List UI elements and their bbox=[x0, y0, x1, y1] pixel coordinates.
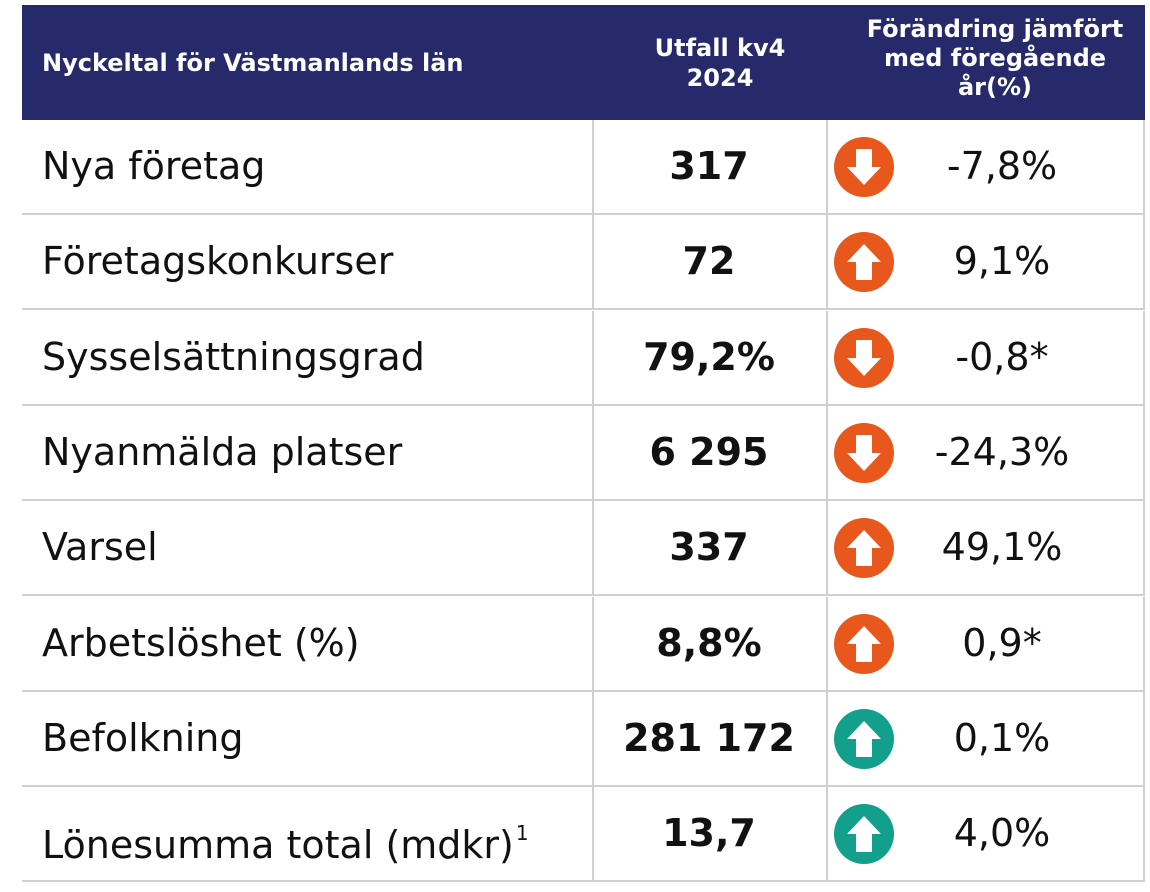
trend-arrow bbox=[834, 708, 894, 769]
arrow-shape bbox=[847, 149, 881, 185]
row-change: 9,1% bbox=[953, 239, 1051, 284]
arrow-shape bbox=[847, 339, 881, 376]
arrow-shape bbox=[847, 244, 881, 281]
row-value: 79,2% bbox=[643, 334, 775, 379]
arrow-shape bbox=[847, 625, 881, 662]
trend-arrow bbox=[834, 327, 894, 388]
v-divider bbox=[826, 691, 828, 785]
row-value: 281 172 bbox=[623, 715, 795, 760]
label-text: Sysselsättningsgrad bbox=[42, 334, 425, 379]
v-divider bbox=[592, 310, 594, 404]
row-value: 6 295 bbox=[649, 429, 769, 474]
header-line: Förändring jämfört bbox=[866, 15, 1124, 43]
table-row: Befolkning 281 172 0,1% bbox=[22, 691, 1145, 787]
arrow-shape bbox=[847, 530, 881, 567]
row-change: 4,0% bbox=[953, 811, 1051, 856]
row-value: 8,8% bbox=[656, 620, 762, 665]
trend-arrow bbox=[834, 613, 894, 674]
v-divider bbox=[826, 787, 828, 881]
v-divider bbox=[592, 691, 594, 785]
trend-arrow bbox=[834, 232, 894, 293]
row-value: 337 bbox=[669, 525, 749, 570]
row-change: 0,1% bbox=[953, 715, 1051, 760]
arrow-shape bbox=[847, 720, 881, 757]
v-divider bbox=[592, 215, 594, 309]
arrow-shape bbox=[847, 434, 881, 471]
trend-arrow bbox=[834, 422, 894, 483]
label-text: Företagskonkurser bbox=[42, 239, 394, 284]
label-text: Lönesumma total (mdkr) bbox=[42, 823, 514, 868]
v-divider bbox=[1143, 596, 1145, 690]
change-column-header: Förändring jämfört med föregående år(%) bbox=[842, 15, 1148, 102]
value-column-header: Utfall kv4 2024 bbox=[602, 33, 838, 93]
trend-arrow bbox=[834, 804, 894, 865]
row-label: Företagskonkurser bbox=[42, 215, 393, 308]
arrow-shape bbox=[847, 816, 881, 853]
row-label: Nyanmälda platser bbox=[42, 406, 402, 499]
header-title: Nyckeltal för Västmanlands län bbox=[42, 49, 464, 77]
row-change: -7,8% bbox=[946, 144, 1058, 188]
table-row: Nya företag 317 -7,8% bbox=[22, 120, 1145, 215]
row-label: Sysselsättningsgrad bbox=[42, 311, 425, 404]
table-row: Lönesumma total (mdkr) 1 13,7 4,0% bbox=[22, 787, 1145, 883]
header-line: med föregående bbox=[883, 44, 1107, 72]
v-divider bbox=[1143, 310, 1145, 404]
table-row: Företagskonkurser 72 9,1% bbox=[22, 215, 1145, 311]
table-row: Sysselsättningsgrad 79,2% -0,8* bbox=[22, 310, 1145, 406]
v-divider bbox=[592, 405, 594, 499]
v-divider bbox=[826, 215, 828, 309]
v-divider bbox=[592, 120, 594, 213]
label-text: Nya företag bbox=[42, 144, 266, 188]
table-row: Arbetslöshet (%) 8,8% 0,9* bbox=[22, 596, 1145, 692]
table-row: Varsel 337 49,1% bbox=[22, 501, 1145, 597]
row-value: 13,7 bbox=[662, 811, 756, 856]
table-header: Nyckeltal för Västmanlands län Utfall kv… bbox=[22, 5, 1145, 120]
v-divider bbox=[826, 120, 828, 213]
row-value: 317 bbox=[669, 144, 749, 188]
label-text: Nyanmälda platser bbox=[42, 429, 403, 474]
header-line: 2024 bbox=[686, 64, 754, 92]
label-text: Varsel bbox=[42, 525, 158, 570]
v-divider bbox=[1143, 215, 1145, 309]
v-divider bbox=[592, 787, 594, 881]
row-change: -24,3% bbox=[934, 429, 1070, 474]
row-label: Nya företag bbox=[42, 120, 265, 213]
v-divider bbox=[826, 501, 828, 595]
v-divider bbox=[592, 501, 594, 595]
footnote-mark: 1 bbox=[515, 821, 529, 846]
table-row: Nyanmälda platser 6 295 -24,3% bbox=[22, 405, 1145, 501]
label-text: Arbetslöshet (%) bbox=[42, 620, 360, 665]
v-divider bbox=[826, 596, 828, 690]
v-divider bbox=[826, 310, 828, 404]
v-divider bbox=[826, 405, 828, 499]
label-text: Befolkning bbox=[42, 715, 244, 760]
row-label: Arbetslöshet (%) bbox=[42, 597, 360, 690]
v-divider bbox=[1143, 501, 1145, 595]
v-divider bbox=[1143, 120, 1145, 213]
row-label: Varsel bbox=[42, 501, 158, 594]
row-change: 49,1% bbox=[941, 525, 1063, 570]
header-line: år(%) bbox=[957, 73, 1032, 101]
v-divider bbox=[1143, 405, 1145, 499]
header-line: Utfall kv4 bbox=[654, 34, 786, 62]
trend-arrow bbox=[834, 137, 894, 197]
row-label: Lönesumma total (mdkr) 1 bbox=[42, 787, 529, 880]
row-label: Befolkning bbox=[42, 692, 244, 785]
row-value: 72 bbox=[682, 239, 736, 284]
v-divider bbox=[1143, 691, 1145, 785]
v-divider bbox=[592, 596, 594, 690]
v-divider bbox=[1143, 787, 1145, 881]
trend-arrow bbox=[834, 518, 894, 579]
row-change: -0,8* bbox=[955, 334, 1049, 379]
row-change: 0,9* bbox=[962, 620, 1042, 665]
